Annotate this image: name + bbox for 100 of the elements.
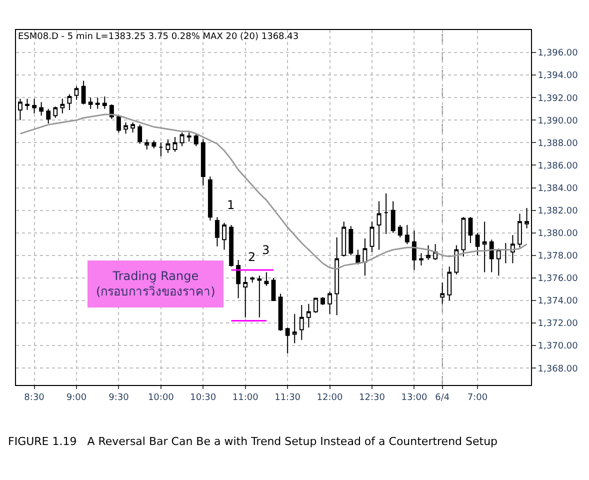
- annotation: Trading Range (กรอบการวิ่งของราคา): [96, 269, 216, 299]
- x-tick-label: 6/4: [435, 392, 450, 403]
- candlestick: [264, 272, 269, 286]
- candlestick: [32, 98, 37, 114]
- candlestick: [257, 275, 262, 318]
- annotation: 2: [248, 250, 256, 264]
- line-series: [19, 114, 528, 270]
- candlestick: [130, 122, 136, 134]
- y-tick-label: 1,370.00: [538, 342, 578, 352]
- x-tick-label: 13:00: [401, 392, 428, 403]
- candlestick: [243, 276, 248, 318]
- candlestick: [370, 221, 374, 253]
- candlestick: [390, 200, 396, 234]
- candlestick: [299, 304, 304, 340]
- annotation: 1: [227, 198, 235, 212]
- candlestick: [200, 138, 206, 186]
- candlestick: [518, 213, 522, 248]
- candlestick: [433, 244, 438, 260]
- candlestick: [236, 259, 241, 299]
- candlestick: [25, 98, 30, 111]
- y-tick-label: 1,380.00: [538, 229, 578, 240]
- candlestick: [419, 252, 424, 266]
- candlestick: [67, 94, 72, 111]
- y-tick-label: 1,394.00: [538, 71, 578, 82]
- candlestick: [88, 97, 93, 110]
- y-tick-label: 1,372.00: [538, 319, 578, 330]
- candlestick: [454, 244, 459, 276]
- candlestick: [292, 314, 297, 344]
- candlestick: [348, 226, 354, 256]
- candlestick: [376, 200, 382, 250]
- candlestick: [222, 222, 226, 250]
- candlestick: [46, 108, 51, 124]
- candlestick: [229, 224, 234, 268]
- candlestick: [524, 208, 529, 229]
- candlestick: [138, 124, 142, 144]
- candlestick: [102, 96, 107, 110]
- candlestick: [39, 102, 44, 116]
- x-tick-label: 9:30: [108, 392, 130, 403]
- candlestick: [461, 216, 466, 258]
- candlestick: [95, 97, 100, 110]
- candlestick: [166, 138, 170, 154]
- candlestick: [116, 115, 121, 134]
- candlestick: [468, 216, 473, 244]
- annotation: 3: [262, 243, 270, 257]
- y-tick-label: 1,374.00: [538, 296, 578, 307]
- candlestick: [144, 138, 150, 150]
- x-tick-label: 11:00: [232, 392, 259, 403]
- candlestick: [278, 293, 283, 332]
- candlestick: [496, 249, 501, 276]
- candlestick: [356, 249, 360, 264]
- candlestick: [60, 98, 65, 114]
- x-tick-label: 9:00: [66, 392, 87, 403]
- candlestick: [285, 327, 290, 354]
- x-tick-label: 7:00: [467, 392, 488, 403]
- candlestick: [475, 232, 480, 256]
- y-tick-label: 1,382.00: [538, 206, 578, 216]
- y-tick-label: 1,396.00: [538, 48, 578, 59]
- x-tick-label: 12:00: [316, 392, 344, 403]
- candlestick: [18, 98, 22, 121]
- candlestick: [186, 132, 192, 142]
- y-tick-label: 1,368.00: [538, 364, 578, 374]
- candlestick: [482, 221, 487, 273]
- candlestick: [74, 86, 79, 100]
- y-tick-label: 1,376.00: [538, 274, 578, 284]
- candlestick: [306, 303, 311, 328]
- x-tick-label: 8:30: [24, 392, 45, 403]
- x-tick-label: 11:30: [274, 392, 301, 403]
- chart-subtitle: ESM08.D - 5 min L=1383.25 3.75 0.28% MAX 20 (20) 1368.43: [18, 32, 299, 42]
- x-tick-label: 10:30: [190, 392, 216, 403]
- candlestick: [124, 122, 128, 134]
- candlestick: [426, 244, 431, 260]
- candlestick: [313, 298, 318, 314]
- y-tick-label: 1,386.00: [538, 161, 578, 172]
- candlestick: [342, 221, 346, 258]
- caption: FIGURE 1.19 A Reversal Bar Can Be a with Trend Setup Instead of a Countertrend Setup: [8, 435, 498, 448]
- candlestick: [158, 142, 164, 157]
- candlestick: [384, 192, 388, 234]
- candlestick: [362, 238, 368, 276]
- candlestick: [328, 290, 332, 314]
- candlestick: [440, 282, 445, 304]
- candlestick: [208, 176, 212, 221]
- candlestick: [180, 132, 184, 147]
- candlestick: [404, 224, 410, 245]
- candlestick: [334, 236, 340, 316]
- y-tick-label: 1,390.00: [538, 116, 578, 126]
- y-tick-label: 1,388.00: [538, 138, 578, 149]
- y-tick-label: 1,392.00: [538, 94, 578, 104]
- candlestick: [172, 136, 178, 152]
- candlestick: [412, 230, 416, 271]
- candlestick: [214, 216, 220, 247]
- candlestick: [81, 80, 86, 105]
- x-tick-label: 12:30: [359, 392, 386, 403]
- candlestick: [398, 224, 402, 238]
- y-tick-label: 1,378.00: [538, 252, 578, 262]
- candlestick: [447, 266, 452, 301]
- candlestick: [250, 276, 255, 283]
- candlestick: [489, 239, 494, 273]
- candlestick: [271, 277, 276, 301]
- candlestick: [320, 296, 325, 306]
- candlestick: [53, 106, 58, 118]
